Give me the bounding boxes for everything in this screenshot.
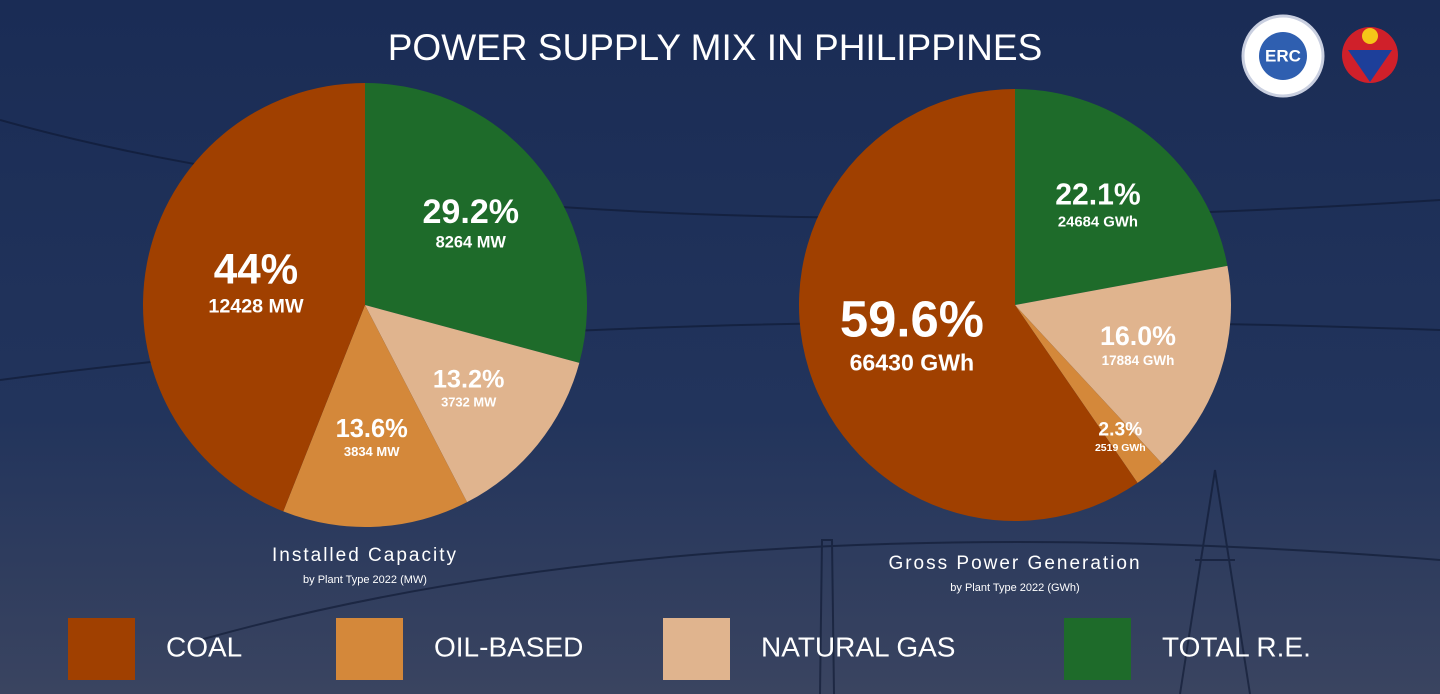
amount-label: 3834 MW: [344, 444, 400, 459]
pie-slice: [1015, 305, 1162, 483]
logo-core: [1259, 32, 1307, 80]
chart-subtitle: by Plant Type 2022 (GWh): [950, 582, 1079, 594]
legend-label: OIL-BASED: [434, 631, 583, 662]
flag-sun: [1362, 28, 1378, 44]
amount-label: 3732 MW: [441, 395, 497, 410]
value-label: 44%: [214, 246, 298, 293]
pie-slice: [365, 83, 587, 363]
value-label: 16.0%: [1100, 321, 1176, 351]
flag-emblem-blue: [1348, 50, 1392, 82]
pie-slice: [1015, 89, 1228, 305]
pie-slice: [365, 305, 580, 503]
legend-swatch: [663, 618, 730, 680]
amount-label: 2519 GWh: [1095, 442, 1146, 454]
amount-label: 24684 GWh: [1058, 214, 1138, 230]
pie-slice: [142, 83, 365, 512]
chart-subtitle: by Plant Type 2022 (MW): [303, 574, 427, 586]
legend-label: COAL: [166, 631, 242, 662]
legend-label: NATURAL GAS: [761, 631, 955, 662]
amount-label: 17884 GWh: [1102, 353, 1175, 368]
pie-slice: [1015, 265, 1231, 464]
pie-slice: [799, 89, 1138, 521]
amount-label: 8264 MW: [436, 233, 507, 251]
value-label: 59.6%: [840, 291, 984, 348]
legend-swatch: [68, 618, 135, 680]
amount-label: 12428 MW: [208, 296, 304, 318]
chart-title: Gross Power Generation: [888, 553, 1141, 574]
logo-text: ERC: [1265, 46, 1301, 65]
value-label: 29.2%: [422, 193, 519, 231]
pie-slice: [283, 305, 468, 527]
slide-title: POWER SUPPLY MIX IN PHILIPPINES: [388, 27, 1043, 68]
logo: ERC: [1241, 14, 1398, 98]
value-label: 13.6%: [336, 415, 408, 443]
value-label: 2.3%: [1098, 419, 1142, 440]
legend-label: TOTAL R.E.: [1162, 631, 1311, 662]
value-label: 13.2%: [433, 366, 505, 394]
value-label: 22.1%: [1055, 178, 1140, 211]
amount-label: 66430 GWh: [850, 350, 975, 376]
chart-title: Installed Capacity: [272, 545, 458, 566]
legend-swatch: [1064, 618, 1131, 680]
legend-swatch: [336, 618, 403, 680]
